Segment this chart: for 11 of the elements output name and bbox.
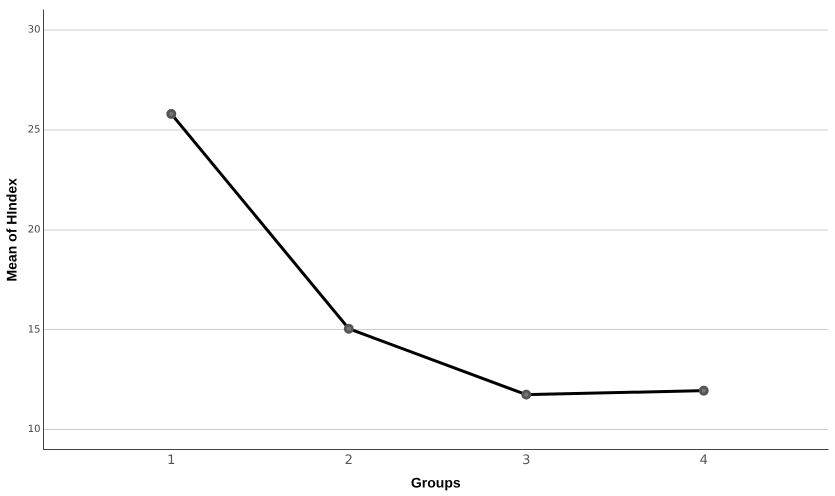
x-tick-label: 2 <box>344 452 353 468</box>
x-tick-label: 3 <box>522 452 530 468</box>
x-tick-label: 1 <box>167 452 176 468</box>
y-tick-label: 25 <box>28 124 41 136</box>
y-tick-label: 30 <box>28 24 41 36</box>
x-tick-label: 4 <box>700 452 708 468</box>
y-axis-title: Mean of HIndex <box>3 178 20 282</box>
y-tick-label: 15 <box>28 324 41 336</box>
x-axis-title: Groups <box>410 474 461 490</box>
y-tick-label: 20 <box>28 224 41 236</box>
y-tick-label: 10 <box>28 424 41 436</box>
